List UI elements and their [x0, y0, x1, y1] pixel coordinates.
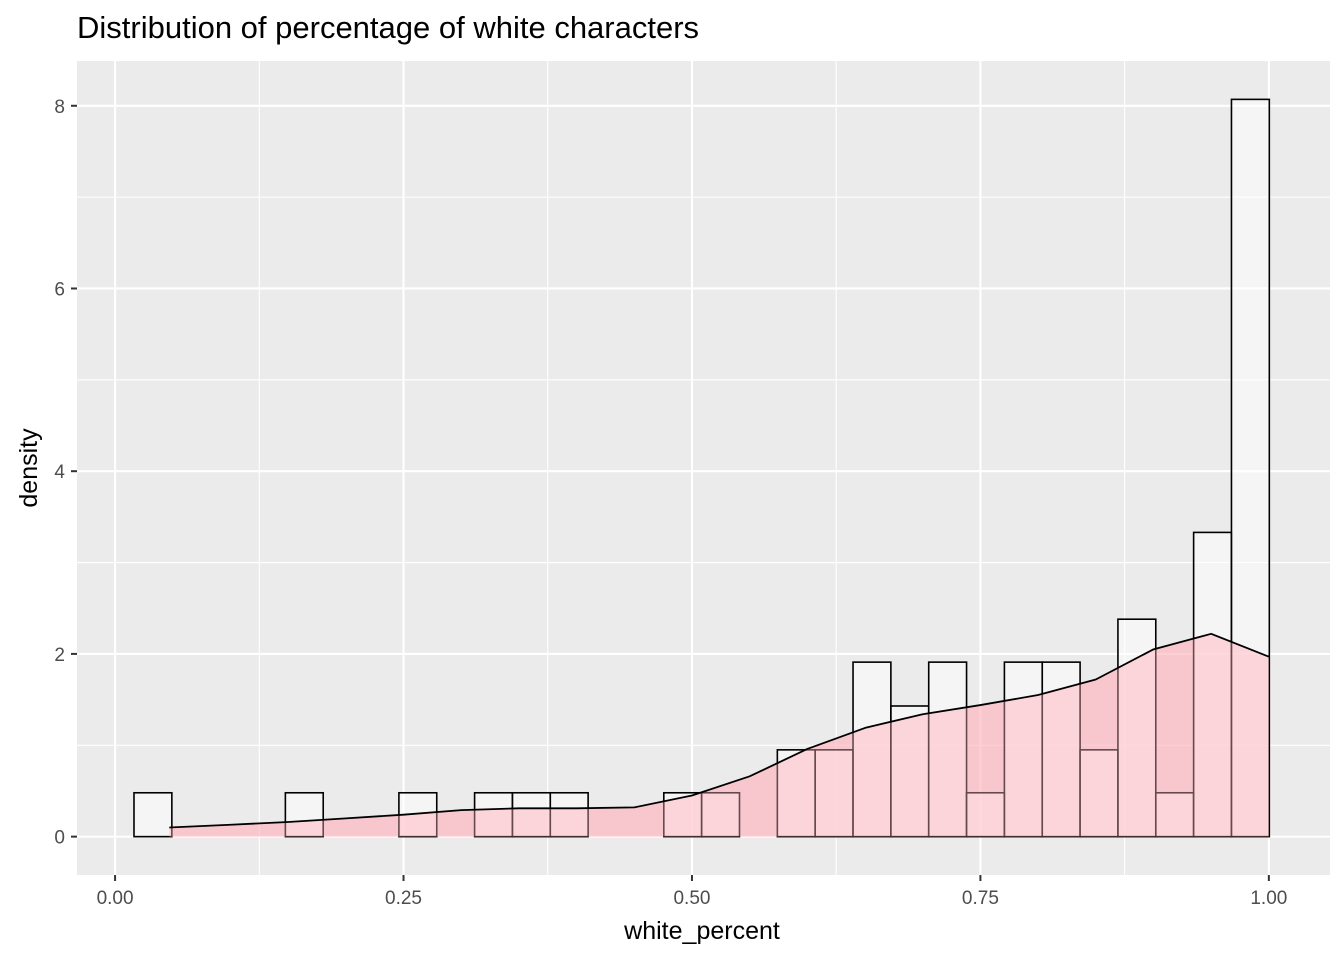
histogram-bar [927, 661, 968, 838]
x-tick-label: 1.00 [1250, 888, 1287, 909]
histogram-bar [1230, 98, 1271, 838]
chart-title: Distribution of percentage of white char… [77, 10, 700, 45]
x-axis-title: white_percent [623, 917, 780, 945]
x-tick-label: 0.50 [673, 888, 710, 909]
y-tick-label: 8 [54, 97, 65, 118]
density-area-overlay [169, 633, 1269, 837]
y-axis-title: density [15, 428, 43, 508]
histogram-bar [133, 791, 173, 838]
y-axis: 0 2 4 6 8 [54, 97, 77, 849]
x-tick-label: 0.00 [97, 888, 134, 909]
histogram-bar [284, 791, 325, 838]
histogram-bars [133, 98, 1271, 838]
density-area-fill [169, 633, 1269, 837]
y-tick-label: 0 [54, 828, 65, 849]
histogram-bar [1154, 791, 1195, 838]
histogram-bar [776, 749, 816, 838]
density-area [169, 633, 1269, 837]
histogram-bar [1117, 618, 1157, 838]
histogram-bar [700, 791, 741, 838]
density-curve [169, 632, 1270, 829]
histogram-bar [549, 791, 589, 838]
histogram-bar [1192, 531, 1233, 838]
histogram-bar [1041, 661, 1081, 838]
histogram-bar [1079, 749, 1119, 838]
x-axis: 0.00 0.25 0.50 0.75 1.00 [97, 875, 1287, 909]
y-tick-label: 4 [54, 462, 65, 483]
density-line-group [169, 632, 1270, 837]
y-tick-label: 2 [54, 645, 65, 666]
x-tick-label: 0.75 [962, 888, 999, 909]
y-tick-label: 6 [54, 279, 65, 300]
histogram-bar [890, 705, 930, 838]
x-tick-label: 0.25 [385, 888, 422, 909]
histogram-bar [1003, 661, 1044, 838]
histogram-bar [814, 749, 854, 838]
histogram-bar [511, 791, 552, 838]
